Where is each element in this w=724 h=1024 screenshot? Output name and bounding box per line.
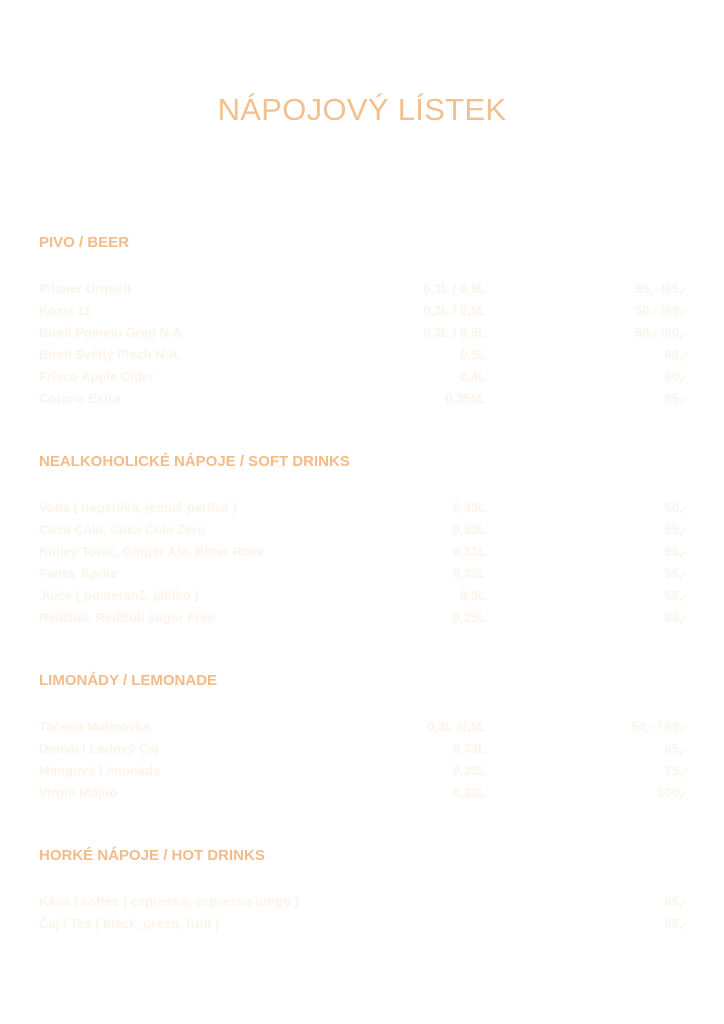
item-price: 50,- (664, 500, 687, 515)
item-name: Kinley Tonic, Ginger Ale, Bitter Rose (39, 544, 265, 559)
menu-item: Mangová Limonáda 0,33L 75,- (39, 760, 687, 782)
item-name: Pilsner Urquell (39, 281, 131, 296)
item-price: 55,- (664, 544, 687, 559)
menu-item: Voda ( neperlivá, jemně perlivá ) 0,33L … (39, 497, 687, 519)
page-title: NÁPOJOVÝ LÍSTEK (217, 92, 507, 127)
item-list: Voda ( neperlivá, jemně perlivá ) 0,33L … (39, 497, 687, 629)
menu-item: Kozel 11 0,3L / 0,5L 50,- /60,- (39, 300, 687, 322)
item-price: 50,- /60,- (634, 303, 687, 318)
menu-item: Birell Světlý Plech N.A. 0,5L 60,- (39, 344, 687, 366)
section-lemonade: LIMONÁDY / LEMONADE Točená Malinovka 0,3… (39, 671, 687, 804)
item-name: Frisco Apple Cider (39, 369, 155, 384)
item-list: Točená Malinovka 0,3L /0,5L 50,- / 60,- … (39, 716, 687, 804)
item-name: RedBull, RedBull sugar Free (39, 610, 215, 625)
item-list: Káva / coffee ( espresso, espresso lungo… (39, 891, 687, 935)
item-name: Mangová Limonáda (39, 763, 161, 778)
item-volume: 0,3L /0,5L (426, 719, 486, 734)
item-volume: 0,33L (452, 566, 486, 581)
item-price: 50,- / 60,- (631, 719, 687, 734)
item-volume: 0,4L (459, 369, 486, 384)
item-volume: 0,33L (452, 544, 486, 559)
item-price: 65,- (664, 894, 687, 909)
section-heading: PIVO / BEER (39, 234, 130, 251)
menu-item: Frisco Apple Cider 0,4L 60,- (39, 366, 687, 388)
item-name: Domácí Ledový Čaj (39, 741, 159, 756)
section-heading: LIMONÁDY / LEMONADE (39, 672, 218, 689)
item-volume: 0,355L (445, 391, 486, 406)
item-volume: 0,25L (452, 610, 486, 625)
item-volume: 0,3L (459, 588, 486, 603)
item-volume: 0,33L (452, 763, 486, 778)
item-price: 65,- (664, 916, 687, 931)
item-list: Pilsner Urquell 0,3L / 0,5L 55,- /65,- K… (39, 278, 687, 410)
item-name: Birell Pomelo Grep N.A. (39, 325, 186, 340)
section-heading: NEALKOHOLICKÉ NÁPOJE / SOFT DRINKS (39, 453, 350, 470)
item-name: Virgin Mojito (39, 785, 118, 800)
item-price: 55,- (664, 588, 687, 603)
item-volume: 0,33L (452, 741, 486, 756)
item-name: Corona Extra (39, 391, 121, 406)
item-price: 75,- (664, 763, 687, 778)
item-volume: 0,3L / 0,5L (423, 281, 486, 296)
item-volume: 0,5L (459, 347, 486, 362)
item-price: 100,- (657, 785, 687, 800)
item-price: 60,- (664, 369, 687, 384)
item-volume: 0,3L / 0,5L (423, 303, 486, 318)
item-price: 50,- /60,- (634, 325, 687, 340)
item-volume: 0,33L (452, 785, 486, 800)
item-price: 55,- (664, 522, 687, 537)
item-name: Točená Malinovka (39, 719, 151, 734)
menu-item: Corona Extra 0,355L 85,- (39, 388, 687, 410)
menu-item: Točená Malinovka 0,3L /0,5L 50,- / 60,- (39, 716, 687, 738)
section-heading: HORKÉ NÁPOJE / HOT DRINKS (39, 847, 265, 864)
item-name: Voda ( neperlivá, jemně perlivá ) (39, 500, 237, 515)
item-name: Čaj / Tea ( black, green, fruit ) (39, 916, 220, 931)
item-price: 55,- /65,- (634, 281, 687, 296)
item-price: 55,- (664, 566, 687, 581)
item-name: Fanta, Sprite (39, 566, 118, 581)
menu-item: Coca Cola, Coca Cola Zero 0,33L 55,- (39, 519, 687, 541)
item-price: 80,- (664, 610, 687, 625)
item-price: 85,- (664, 391, 687, 406)
menu-item: Čaj / Tea ( black, green, fruit ) 65,- (39, 913, 687, 935)
menu-item: RedBull, RedBull sugar Free 0,25L 80,- (39, 607, 687, 629)
menu-item: Pilsner Urquell 0,3L / 0,5L 55,- /65,- (39, 278, 687, 300)
item-name: Káva / coffee ( espresso, espresso lungo… (39, 894, 300, 909)
item-name: Coca Cola, Coca Cola Zero (39, 522, 206, 537)
item-volume: 0,33L (452, 522, 486, 537)
section-beer: PIVO / BEER Pilsner Urquell 0,3L / 0,5L … (39, 233, 687, 410)
menu-item: Juice ( pomeranč, jablko ) 0,3L 55,- (39, 585, 687, 607)
item-name: Kozel 11 (39, 303, 92, 318)
item-name: Birell Světlý Plech N.A. (39, 347, 182, 362)
item-volume: 0,33L (452, 500, 486, 515)
section-soft-drinks: NEALKOHOLICKÉ NÁPOJE / SOFT DRINKS Voda … (39, 452, 687, 629)
menu-item: Domácí Ledový Čaj 0,33L 65,- (39, 738, 687, 760)
item-volume: 0,3L / 0,5L (423, 325, 486, 340)
item-price: 60,- (664, 347, 687, 362)
section-hot-drinks: HORKÉ NÁPOJE / HOT DRINKS Káva / coffee … (39, 846, 687, 935)
item-name: Juice ( pomeranč, jablko ) (39, 588, 199, 603)
menu-item: Birell Pomelo Grep N.A. 0,3L / 0,5L 50,-… (39, 322, 687, 344)
menu-item: Káva / coffee ( espresso, espresso lungo… (39, 891, 687, 913)
menu-item: Kinley Tonic, Ginger Ale, Bitter Rose 0,… (39, 541, 687, 563)
item-price: 65,- (664, 741, 687, 756)
menu-item: Virgin Mojito 0,33L 100,- (39, 782, 687, 804)
menu-item: Fanta, Sprite 0,33L 55,- (39, 563, 687, 585)
